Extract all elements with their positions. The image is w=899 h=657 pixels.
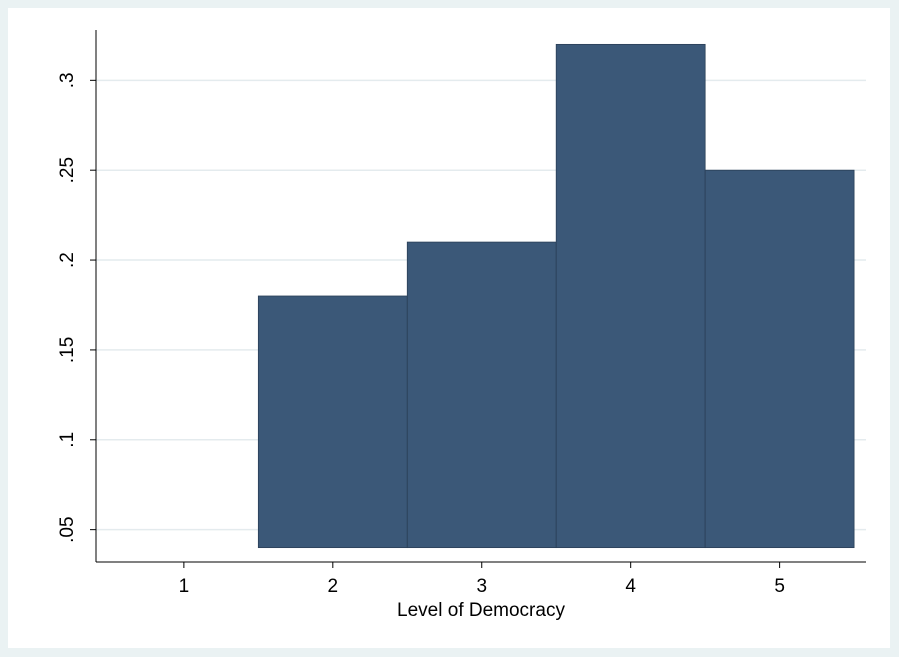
x-tick-label: 3 [476, 576, 487, 597]
x-tick-label: 2 [328, 576, 339, 597]
y-tick-label: .1 [57, 432, 78, 448]
y-tick-label: .3 [57, 72, 78, 88]
y-tick-label: .2 [57, 252, 78, 268]
y-tick-label: .15 [57, 337, 78, 363]
x-tick-label: 4 [625, 576, 636, 597]
bar [555, 43, 706, 549]
y-tick-label: .05 [57, 516, 78, 542]
x-tick-label: 1 [179, 576, 190, 597]
bar [704, 169, 855, 549]
x-tick-label: 5 [774, 576, 785, 597]
y-tick-label: .25 [57, 157, 78, 183]
bar [406, 241, 557, 549]
x-axis-title: Level of Democracy [397, 600, 565, 621]
bar [257, 295, 408, 549]
